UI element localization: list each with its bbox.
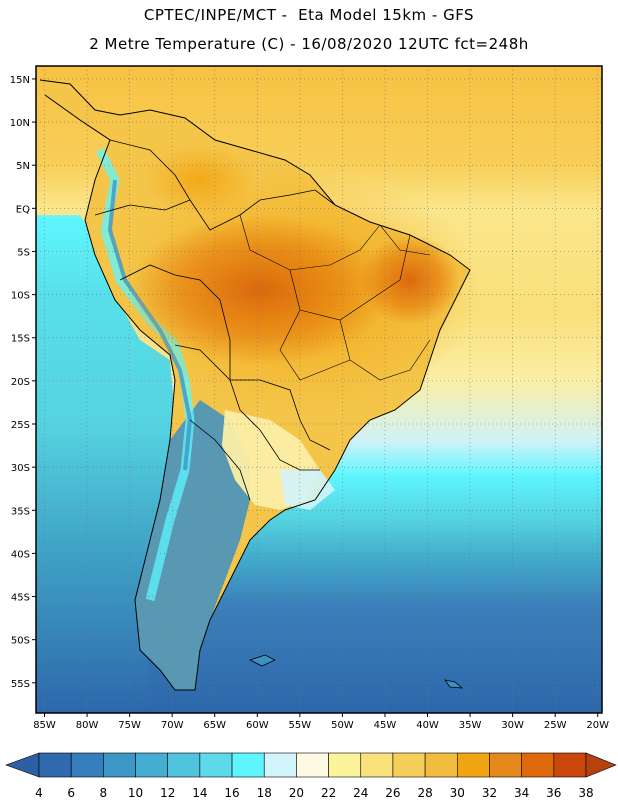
- colorbar-label: 10: [128, 786, 143, 800]
- lat-tick-label: 25S: [11, 420, 30, 431]
- colorbar-label: 22: [321, 786, 336, 800]
- map-title-model: CPTEC/INPE/MCT - Eta Model 15km - GFS: [143, 6, 475, 24]
- colorbar-label: 12: [160, 786, 175, 800]
- lon-tick-label: 80W: [76, 720, 99, 731]
- lat-tick-label: EQ: [16, 204, 30, 215]
- lat-tick-label: 55S: [11, 679, 30, 690]
- lat-tick-label: 20S: [11, 377, 30, 388]
- lat-tick-label: 5N: [16, 161, 30, 172]
- lon-tick-label: 25W: [544, 720, 567, 731]
- colorbar-segment: [424, 752, 458, 778]
- lon-tick-label: 45W: [374, 720, 397, 731]
- colorbar-label: 36: [546, 786, 561, 800]
- colorbar-segment: [521, 752, 555, 778]
- hot-core-north: [145, 145, 255, 215]
- lon-tick-label: 60W: [246, 720, 269, 731]
- lon-tick-label: 20W: [586, 720, 609, 731]
- lat-tick-label: 10N: [10, 118, 30, 129]
- colorbar-segment: [38, 752, 72, 778]
- lon-tick-label: 40W: [416, 720, 439, 731]
- country-borders: [94, 139, 336, 501]
- colorbar-label: 38: [578, 786, 593, 800]
- lon-tick-label: 30W: [501, 720, 524, 731]
- map-frame: [35, 65, 603, 714]
- colorbar-segment: [392, 752, 426, 778]
- islands: [248, 654, 464, 689]
- colorbar-labels: 4 6 8 10 12 14 16 18 20 22 24 26 28 30 32 34 36 38: [35, 786, 593, 800]
- colorbar-label: 16: [224, 786, 239, 800]
- colorbar-segment: [103, 752, 136, 778]
- map-title-variable: 2 Metre Temperature (C) - 16/08/2020 12U…: [89, 35, 529, 53]
- colorbar-label: 20: [289, 786, 304, 800]
- colorbar-label: 32: [482, 786, 497, 800]
- lat-tick-label: 30S: [11, 463, 30, 474]
- lon-tick-label: 85W: [33, 720, 56, 731]
- colorbar-segment: [296, 752, 329, 778]
- colorbar-segment: [199, 752, 233, 778]
- colorbar-label: 30: [450, 786, 465, 800]
- colorbar-label: 14: [192, 786, 207, 800]
- colorbar-segment: [135, 752, 169, 778]
- colorbar-label: 4: [35, 786, 43, 800]
- colorbar-label: 34: [514, 786, 529, 800]
- lat-tick-label: 50S: [11, 636, 30, 647]
- colorbar-segment: [360, 752, 394, 778]
- lat-tick-label: 15N: [10, 75, 30, 86]
- lon-tick-label: 35W: [459, 720, 482, 731]
- lon-tick-label: 70W: [161, 720, 184, 731]
- lat-tick-label: 45S: [11, 593, 30, 604]
- lon-tick-label: 50W: [331, 720, 354, 731]
- colorbar-segment: [263, 752, 297, 778]
- lat-tick-label: 5S: [17, 247, 30, 258]
- colorbar-segment: [456, 752, 490, 778]
- colorbar-segment: [167, 752, 201, 778]
- colorbar-label: 6: [67, 786, 75, 800]
- lon-tick-label: 75W: [118, 720, 141, 731]
- colorbar-label: 28: [417, 786, 432, 800]
- colorbar-label: 24: [353, 786, 368, 800]
- colorbar-segment: [553, 752, 587, 778]
- colorbar-low-arrow: [5, 752, 40, 778]
- colorbar-segment: [328, 752, 362, 778]
- colorbar-high-arrow: [585, 752, 617, 778]
- colorbar-segment: [231, 752, 265, 778]
- coastline: [39, 79, 471, 691]
- colorbar-label: 26: [385, 786, 400, 800]
- lat-tick-label: 15S: [11, 334, 30, 345]
- colorbar: [5, 752, 617, 778]
- longitude-labels: 85W 80W 75W 70W 65W 60W 55W 50W 45W 40W 35W 30W 25W 2…: [33, 713, 609, 731]
- colorbar-label: 18: [257, 786, 272, 800]
- lon-tick-label: 65W: [203, 720, 226, 731]
- lat-tick-label: 35S: [11, 506, 30, 517]
- uruguay-cool: [280, 470, 335, 510]
- lat-tick-label: 10S: [11, 291, 30, 302]
- colorbar-segment: [70, 752, 104, 778]
- patagonia-cold: [135, 400, 250, 690]
- colorbar-segment: [489, 752, 522, 778]
- hot-core-northeast: [360, 235, 460, 325]
- lat-tick-label: 40S: [11, 549, 30, 560]
- latitude-labels: 15N 10N 5N EQ 5S 10S 15S 20S 25S 30S 35S 40S 45S 50S 5…: [10, 75, 36, 690]
- state-borders: [239, 214, 431, 381]
- colorbar-label: 8: [100, 786, 108, 800]
- lon-tick-label: 55W: [289, 720, 312, 731]
- hot-core-amazon: [130, 215, 390, 365]
